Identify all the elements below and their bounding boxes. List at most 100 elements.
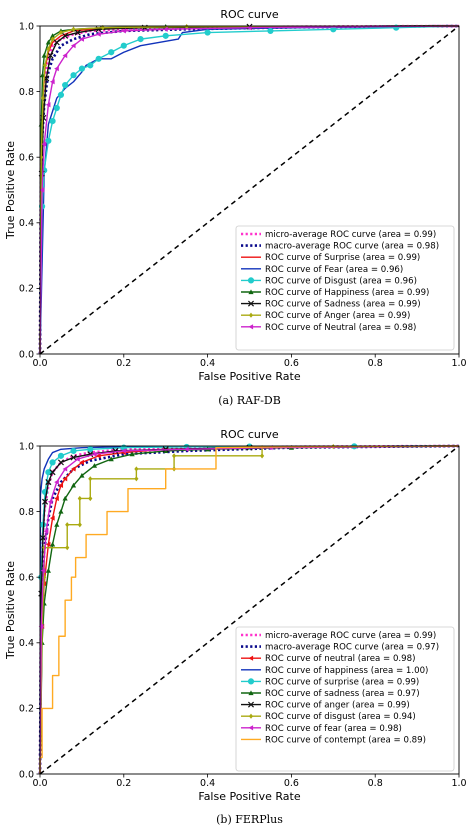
data-point bbox=[259, 453, 265, 459]
y-tick-label: 0.2 bbox=[19, 284, 34, 295]
legend-label: micro-average ROC curve (area = 0.99) bbox=[265, 230, 436, 240]
roc-chart-raf-db: ROC curve 0.0 0.2 0.4 0.6 0.8 1.0 0.0 0.2 0.4 0.6 0… bbox=[4, 8, 467, 407]
legend-label: ROC curve of neutral (area = 0.98) bbox=[265, 654, 415, 664]
data-point bbox=[54, 522, 60, 527]
series-9 bbox=[39, 25, 460, 355]
data-point bbox=[108, 456, 114, 462]
y-tick-label: 0.6 bbox=[19, 153, 34, 164]
legend-entry: micro-average ROC curve (area = 0.99) bbox=[241, 230, 436, 240]
legend-entry: ROC curve of neutral (area = 0.98) bbox=[241, 654, 415, 664]
data-point bbox=[172, 453, 177, 459]
data-point bbox=[70, 454, 77, 461]
data-point bbox=[62, 81, 69, 89]
data-point bbox=[58, 29, 64, 36]
legend-entry: ROC curve of Happiness (area = 0.99) bbox=[241, 288, 429, 298]
data-point bbox=[49, 469, 56, 476]
data-point bbox=[49, 79, 55, 85]
data-point bbox=[121, 448, 126, 454]
legend-entry: ROC curve of Disgust (area = 0.96) bbox=[241, 276, 417, 286]
x-tick-label: 0.4 bbox=[200, 358, 215, 369]
legend-label: ROC curve of contempt (area = 0.89) bbox=[265, 735, 426, 745]
legend-swatch-marker bbox=[248, 312, 254, 318]
data-point bbox=[96, 31, 101, 37]
x-tick-label: 0.0 bbox=[32, 778, 47, 789]
legend-swatch-marker bbox=[248, 655, 254, 661]
chance-diagonal bbox=[39, 445, 460, 775]
data-point bbox=[62, 52, 68, 59]
legend-swatch-marker bbox=[248, 324, 254, 330]
series-4 bbox=[39, 445, 460, 775]
data-point bbox=[88, 476, 93, 482]
data-point bbox=[50, 36, 55, 42]
legend-label: ROC curve of disgust (area = 0.94) bbox=[265, 712, 416, 722]
data-point bbox=[65, 522, 70, 528]
chart-title: ROC curve bbox=[220, 8, 279, 21]
data-point bbox=[38, 623, 44, 629]
data-point bbox=[62, 476, 68, 482]
data-point bbox=[70, 447, 77, 455]
data-point bbox=[53, 104, 60, 112]
plot-frame bbox=[39, 445, 460, 775]
legend-box bbox=[235, 225, 455, 351]
x-tick-label: 0.6 bbox=[284, 778, 299, 789]
legend-swatch-marker bbox=[247, 701, 255, 708]
legend-entry: ROC curve of Surprise (area = 0.99) bbox=[241, 253, 420, 263]
data-point bbox=[45, 39, 51, 45]
legend-entry: ROC curve of fear (area = 0.98) bbox=[241, 724, 402, 734]
data-point bbox=[41, 141, 47, 147]
x-tick-label: 0.8 bbox=[368, 778, 383, 789]
legend-label: ROC curve of sadness (area = 0.97) bbox=[265, 689, 420, 699]
y-tick-label: 0.2 bbox=[19, 704, 34, 715]
data-point bbox=[40, 114, 47, 121]
x-axis-label: False Positive Rate bbox=[198, 370, 300, 383]
y-tick-label: 0.6 bbox=[19, 573, 34, 584]
legend-entry: ROC curve of surprise (area = 0.99) bbox=[241, 677, 419, 687]
figure-caption: (b) FERPlus bbox=[216, 813, 283, 826]
data-point bbox=[70, 43, 76, 49]
y-tick-label: 0.8 bbox=[19, 507, 34, 518]
data-point bbox=[43, 528, 49, 534]
data-point bbox=[204, 29, 211, 36]
data-point bbox=[74, 29, 81, 36]
y-axis-label: True Positive Rate bbox=[4, 141, 17, 240]
y-tick-label: 0.8 bbox=[19, 87, 34, 98]
data-point bbox=[45, 137, 52, 144]
data-point bbox=[137, 36, 144, 43]
legend-entry: ROC curve of Neutral (area = 0.98) bbox=[241, 323, 416, 333]
data-point bbox=[267, 27, 274, 35]
legend-entry: ROC curve of Sadness (area = 0.99) bbox=[241, 300, 421, 310]
data-point bbox=[40, 95, 46, 101]
series-line bbox=[39, 445, 460, 775]
chance-diagonal bbox=[39, 25, 460, 355]
data-point bbox=[49, 459, 56, 466]
data-point bbox=[49, 118, 56, 125]
data-point bbox=[47, 52, 54, 59]
legend-entry: ROC curve of disgust (area = 0.94) bbox=[241, 712, 416, 722]
legend-label: ROC curve of Disgust (area = 0.96) bbox=[265, 276, 417, 286]
legend-label: micro-average ROC curve (area = 0.99) bbox=[265, 631, 436, 641]
data-point bbox=[70, 482, 77, 488]
data-point bbox=[95, 55, 102, 62]
x-tick-label: 0.8 bbox=[368, 358, 383, 369]
legend-entry: ROC curve of contempt (area = 0.89) bbox=[241, 735, 426, 745]
legend-entry: ROC curve of anger (area = 0.99) bbox=[241, 701, 410, 711]
series-9 bbox=[38, 445, 460, 775]
data-point bbox=[45, 479, 52, 486]
x-tick-label: 0.6 bbox=[284, 358, 299, 369]
data-point bbox=[53, 39, 60, 46]
legend-entry: micro-average ROC curve (area = 0.99) bbox=[241, 631, 436, 641]
data-point bbox=[58, 509, 64, 514]
legend-entry: ROC curve of happiness (area = 1.00) bbox=[241, 666, 428, 676]
legend-label: ROC curve of Fear (area = 0.96) bbox=[265, 265, 403, 275]
x-tick-label: 1.0 bbox=[451, 358, 466, 369]
data-point bbox=[62, 466, 68, 472]
data-point bbox=[77, 495, 82, 502]
legend-label: macro-average ROC curve (area = 0.97) bbox=[265, 643, 439, 653]
series-line bbox=[39, 25, 460, 355]
legend-label: ROC curve of Neutral (area = 0.98) bbox=[265, 323, 416, 333]
legend-swatch-marker bbox=[248, 289, 254, 295]
data-point bbox=[45, 541, 51, 547]
data-point bbox=[58, 482, 64, 488]
data-point bbox=[108, 49, 115, 56]
data-point bbox=[39, 187, 45, 193]
